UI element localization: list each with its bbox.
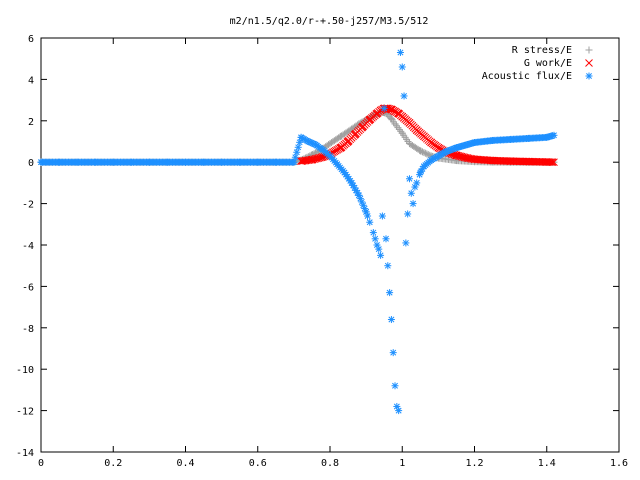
data-point [459, 153, 467, 161]
data-point [395, 407, 403, 415]
data-point [310, 155, 318, 164]
data-point [364, 212, 372, 220]
legend-marker [585, 59, 593, 67]
data-point [423, 150, 431, 158]
data-point [313, 154, 321, 163]
y-tick-label: -8 [22, 324, 34, 335]
y-tick-label: -10 [16, 365, 34, 376]
data-point [290, 158, 298, 166]
data-point [377, 251, 385, 259]
data-point [296, 138, 304, 146]
data-point [391, 382, 399, 390]
data-point [421, 149, 429, 157]
y-tick-label: -4 [22, 241, 34, 252]
data-point [426, 151, 434, 159]
data-point [409, 200, 417, 208]
data-point [457, 152, 466, 161]
legend: R stress/E G work/E Acoustic flux/E [482, 45, 593, 82]
x-tick-label: 0 [38, 458, 44, 469]
data-point [389, 349, 397, 357]
data-point [291, 153, 299, 161]
x-tick-label: 0.2 [104, 458, 122, 469]
data-point [369, 229, 377, 237]
x-tick-label: 0.4 [176, 458, 194, 469]
legend-label: G work/E [524, 58, 572, 69]
y-tick-label: -6 [22, 282, 34, 293]
data-point [402, 239, 410, 247]
legend-label: Acoustic flux/E [482, 71, 572, 82]
data-point [396, 48, 404, 56]
data-point [294, 143, 302, 151]
x-tick-label: 0.8 [321, 458, 339, 469]
y-tick-label: 2 [28, 117, 34, 128]
data-point [316, 153, 324, 162]
x-tick-label: 1 [399, 458, 405, 469]
data-point [384, 262, 392, 270]
legend-marker [585, 46, 593, 54]
data-point [404, 210, 412, 218]
data-point [385, 112, 393, 120]
data-point [380, 104, 388, 112]
series-layer [37, 48, 558, 415]
legend-marker [585, 72, 593, 80]
data-point [371, 235, 379, 243]
data-point [366, 218, 374, 226]
data-point [413, 179, 421, 187]
data-point [548, 158, 557, 167]
data-point [375, 245, 383, 253]
data-point [317, 153, 326, 162]
data-point [361, 117, 369, 125]
data-point [451, 151, 460, 159]
data-point [382, 235, 390, 243]
data-point [416, 146, 424, 154]
data-point [418, 148, 426, 156]
data-point [314, 154, 323, 162]
data-point [311, 154, 320, 163]
series-star [37, 48, 558, 415]
data-point [545, 158, 554, 166]
x-tick-label: 0.6 [249, 458, 267, 469]
y-tick-label: 4 [28, 75, 34, 86]
data-point [293, 148, 301, 156]
y-tick-label: -12 [16, 407, 34, 418]
y-tick-label: -14 [16, 448, 34, 459]
data-point [383, 104, 392, 113]
x-tick-label: 1.2 [465, 458, 483, 469]
y-tick-label: -2 [22, 200, 34, 211]
data-point [456, 152, 464, 161]
chart-title: m2/n1.5/q2.0/r-+.50-j257/M3.5/512 [230, 16, 429, 27]
data-point [420, 149, 428, 157]
data-point [407, 189, 415, 197]
data-point [417, 147, 425, 155]
data-point [418, 165, 426, 173]
plot-frame [40, 37, 620, 453]
x-tick-label: 1.6 [610, 458, 628, 469]
y-tick-label: 6 [28, 34, 34, 45]
data-point [387, 316, 395, 324]
data-point [398, 63, 406, 71]
series-cross [297, 104, 558, 167]
data-point [414, 145, 422, 153]
data-point [549, 132, 557, 140]
data-point [400, 92, 408, 100]
axis-ticks: 0 0.2 0.4 0.6 0.8 1 1.2 1.4 1.6 6 4 2 0 -2 -4 -6 -8 -10 -1… [16, 34, 628, 469]
data-point [547, 158, 555, 166]
data-point [454, 152, 463, 160]
y-tick-label: 0 [28, 158, 34, 169]
legend-label: R stress/E [512, 45, 572, 56]
data-point [308, 155, 317, 164]
data-point [378, 212, 386, 220]
data-point [405, 175, 413, 183]
x-tick-label: 1.4 [538, 458, 556, 469]
data-point [453, 151, 462, 160]
data-point [386, 289, 394, 297]
data-point [424, 151, 432, 159]
data-point [385, 104, 394, 113]
